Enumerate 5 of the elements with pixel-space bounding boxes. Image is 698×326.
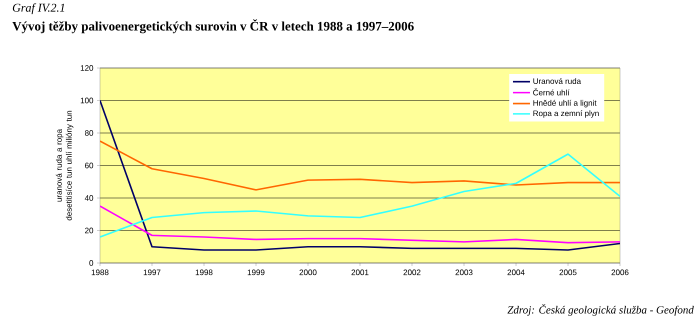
line-series xyxy=(100,153,620,238)
text: Graf IV.2.1 xyxy=(12,3,64,14)
chart-title: Vývoj těžby palivoenergetických surovin v ČR v letech 1988 a 1997–2006 xyxy=(12,19,414,34)
text: Zdroj: Česká geologická služba - Geofond xyxy=(507,304,694,316)
line-series xyxy=(100,140,620,191)
